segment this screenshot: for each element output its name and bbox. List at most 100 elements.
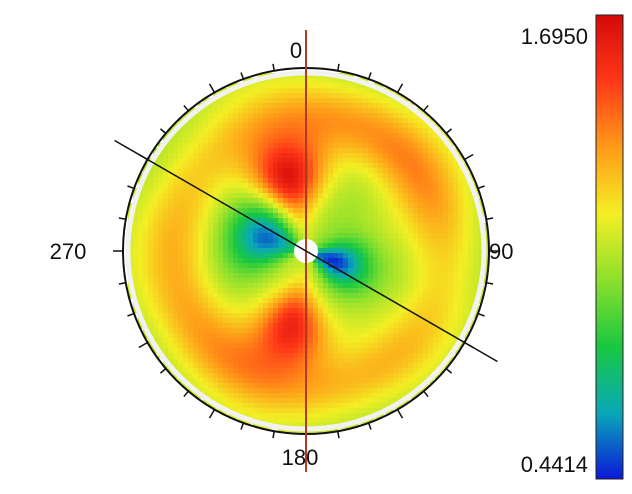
heatmap-cell [228, 243, 234, 249]
heatmap-cell [428, 248, 434, 254]
heatmap-cell [238, 283, 244, 289]
heatmap-cell [423, 253, 429, 259]
heatmap-cell [178, 348, 184, 354]
heatmap-cell [163, 183, 169, 189]
heatmap-cell [218, 188, 224, 194]
heatmap-cell [283, 128, 289, 134]
angle-tick [127, 185, 135, 190]
heatmap-cell [288, 403, 294, 409]
heatmap-cell [208, 388, 214, 394]
heatmap-cell [393, 398, 399, 404]
heatmap-cell [238, 248, 244, 254]
heatmap-cell [253, 408, 259, 414]
heatmap-cell [368, 143, 374, 149]
heatmap-cell [428, 298, 434, 304]
heatmap-cell [148, 178, 154, 184]
heatmap-cell [348, 313, 354, 319]
heatmap-cell [313, 328, 319, 334]
heatmap-cell [173, 243, 179, 249]
heatmap-cell [283, 338, 289, 344]
heatmap-cell [443, 143, 449, 149]
heatmap-cell [318, 398, 324, 404]
heatmap-cell [368, 138, 374, 144]
heatmap-cell [233, 408, 239, 414]
heatmap-cell [213, 383, 219, 389]
heatmap-cell [318, 373, 324, 379]
heatmap-cell [393, 128, 399, 134]
heatmap-cell [313, 233, 319, 239]
heatmap-cell [463, 213, 469, 219]
heatmap-cell [418, 253, 424, 259]
heatmap-cell [218, 228, 224, 234]
heatmap-cell [238, 398, 244, 404]
heatmap-cell [238, 418, 244, 424]
heatmap-cell [223, 228, 229, 234]
heatmap-cell [238, 333, 244, 339]
heatmap-cell [383, 313, 389, 319]
heatmap-cell [308, 83, 314, 89]
heatmap-cell [393, 303, 399, 309]
heatmap-cell [138, 248, 144, 254]
heatmap-cell [373, 203, 379, 209]
heatmap-cell [373, 253, 379, 259]
heatmap-cell [368, 273, 374, 279]
heatmap-cell [398, 263, 404, 269]
heatmap-cell [368, 383, 374, 389]
heatmap-cell [208, 383, 214, 389]
heatmap-cell [308, 363, 314, 369]
heatmap-cell [238, 228, 244, 234]
heatmap-cell [203, 318, 209, 324]
heatmap-cell [228, 193, 234, 199]
heatmap-cell [453, 248, 459, 254]
heatmap-cell [233, 253, 239, 259]
heatmap-cell [433, 258, 439, 264]
heatmap-cell [318, 298, 324, 304]
heatmap-cell [258, 88, 264, 94]
heatmap-cell [333, 313, 339, 319]
heatmap-cell [243, 123, 249, 129]
heatmap-cell [298, 218, 304, 224]
heatmap-cell [248, 373, 254, 379]
heatmap-cell [333, 393, 339, 399]
heatmap-cell [298, 178, 304, 184]
heatmap-cell [273, 268, 279, 274]
heatmap-cell [323, 363, 329, 369]
heatmap-cell [458, 293, 464, 299]
heatmap-cell [348, 188, 354, 194]
heatmap-cell [408, 288, 414, 294]
heatmap-cell [308, 398, 314, 404]
heatmap-cell [423, 298, 429, 304]
heatmap-cell [458, 238, 464, 244]
heatmap-cell [328, 103, 334, 109]
heatmap-cell [393, 153, 399, 159]
heatmap-cell [263, 273, 269, 279]
heatmap-cell [328, 283, 334, 289]
heatmap-cell [313, 223, 319, 229]
heatmap-cell [438, 343, 444, 349]
heatmap-cell [218, 183, 224, 189]
heatmap-cell [438, 358, 444, 364]
heatmap-cell [413, 363, 419, 369]
heatmap-cell [203, 328, 209, 334]
heatmap-cell [268, 83, 274, 89]
heatmap-cell [323, 103, 329, 109]
heatmap-cell [408, 343, 414, 349]
heatmap-cell [203, 173, 209, 179]
heatmap-cell [188, 258, 194, 264]
heatmap-cell [203, 338, 209, 344]
heatmap-cell [388, 108, 394, 114]
heatmap-cell [273, 343, 279, 349]
heatmap-cell [158, 183, 164, 189]
heatmap-cell [193, 173, 199, 179]
heatmap-cell [433, 193, 439, 199]
heatmap-cell [228, 173, 234, 179]
heatmap-cell [263, 298, 269, 304]
heatmap-cell [438, 223, 444, 229]
heatmap-cell [223, 163, 229, 169]
heatmap-cell [468, 293, 474, 299]
heatmap-cell [468, 243, 474, 249]
heatmap-cell [228, 293, 234, 299]
heatmap-cell [268, 93, 274, 99]
heatmap-cell [288, 388, 294, 394]
heatmap-cell [138, 238, 144, 244]
